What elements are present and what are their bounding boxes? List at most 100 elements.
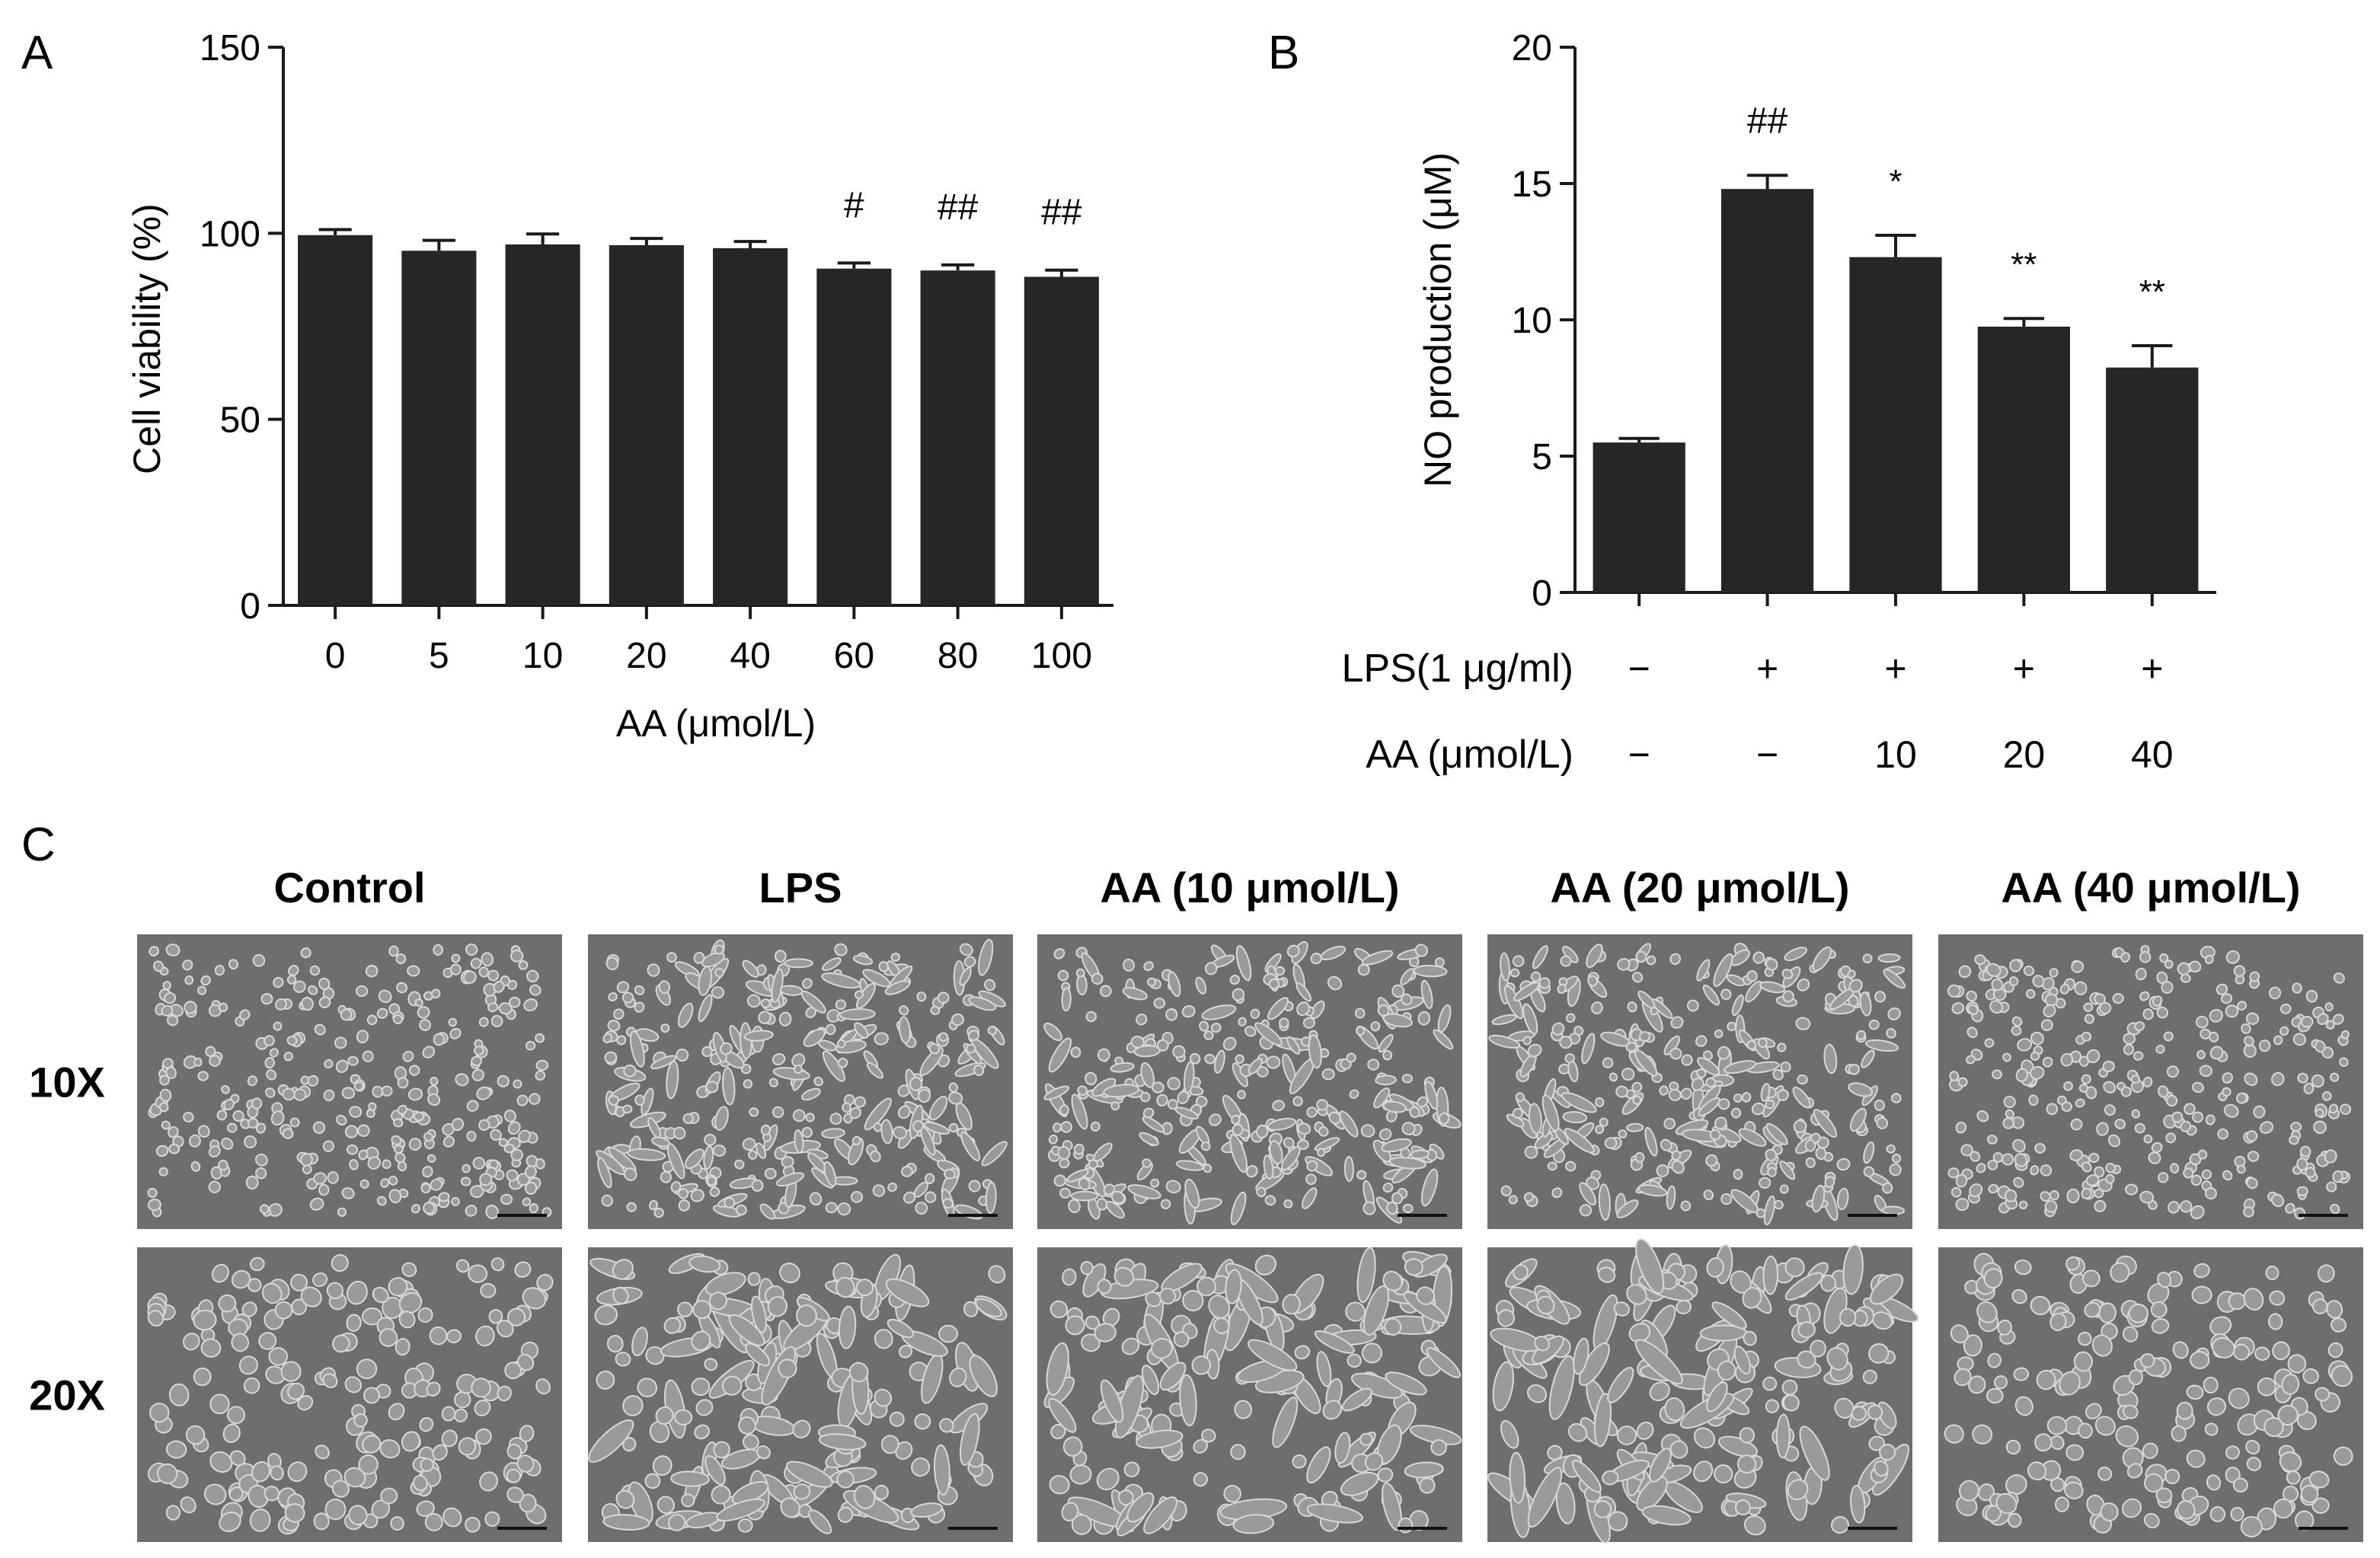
cell [2305,989,2318,1003]
cell [535,1157,545,1170]
cell [216,1109,228,1121]
cell [648,1200,659,1211]
cell [1059,1104,1069,1116]
cell [873,1122,883,1132]
cell [251,1097,263,1109]
b-significance-mark: ** [2139,273,2165,311]
cell [1175,1160,1204,1171]
b-condition-row-label: AA (μmol/L) [1366,733,1573,777]
cell [460,1176,471,1186]
cell [1201,1004,1237,1020]
cell [1053,1174,1066,1187]
cell [506,1169,519,1182]
cell [616,1035,627,1046]
cell [347,1055,359,1066]
cell [735,1204,747,1216]
cell [449,1028,462,1039]
cell [2197,1149,2208,1160]
cell [658,980,671,995]
cell [526,1154,538,1168]
micrograph-row-label: 10X [29,1058,105,1106]
cell [1184,1178,1200,1209]
cell [1097,1279,1112,1295]
cell [743,1030,774,1042]
cell [1066,1169,1089,1183]
cell [942,1198,954,1209]
cell [623,1064,637,1078]
micrograph-image [588,934,1013,1229]
cell [627,1148,666,1161]
cell [423,1132,433,1142]
cell [451,1196,460,1206]
cell [476,1086,491,1100]
cell [1110,1101,1120,1111]
cell [626,1202,637,1212]
cell [870,1150,881,1163]
cell [1373,1087,1391,1109]
cell [1283,1199,1293,1208]
cell [232,1110,244,1122]
cell [2296,1186,2308,1196]
cell [462,1164,471,1173]
cell [653,1207,664,1218]
cell [380,1178,390,1188]
cell [703,1145,714,1170]
cell [1152,1081,1164,1093]
cell [1127,1184,1161,1199]
b-bar [1849,257,1942,592]
cell [938,1032,949,1042]
cell [872,1184,886,1197]
cell [2191,1285,2212,1304]
cell [2180,1200,2193,1213]
b-significance-mark: * [1889,163,1902,200]
cell [850,1191,864,1203]
cell [634,985,645,995]
b-bar [1720,189,1814,592]
cell [341,1087,356,1100]
cell [742,1138,756,1151]
cell [714,1106,729,1131]
a-x-tick-label: 20 [626,636,666,676]
cell [430,988,441,999]
cell [359,1179,369,1189]
cell [608,1095,619,1106]
cell [423,1202,436,1215]
cell [749,1107,759,1117]
cell [678,1199,691,1212]
cell [634,1094,645,1106]
cell [268,1347,289,1366]
cell [902,1191,916,1204]
cell [433,1033,446,1046]
cell [382,1159,391,1170]
cell [1321,1068,1335,1081]
cell [930,1005,941,1016]
cell [1882,1182,1893,1194]
cell [2296,1157,2308,1171]
cell [772,1106,784,1119]
micrograph-column-label: AA (20 μmol/L) [1550,864,1849,911]
cell [621,991,634,1004]
cell [334,1036,347,1049]
a-bar [920,270,995,605]
cell [353,1081,364,1091]
cell [388,945,399,957]
cell [666,952,677,963]
cell [1391,984,1405,998]
cell [2245,1012,2260,1025]
cell [1140,1062,1155,1088]
cell [693,952,705,964]
cell [2315,1108,2324,1118]
cell [2030,1051,2040,1061]
a-bar [816,268,892,605]
cell [372,1085,384,1098]
cell [2196,1049,2206,1060]
b-condition-value: 40 [2131,733,2174,776]
cell [630,1030,645,1068]
cell [714,968,725,978]
cell [2180,973,2191,983]
cell [813,1076,824,1087]
cell [218,1160,228,1171]
cell [825,1202,838,1214]
cell [1088,1159,1098,1170]
